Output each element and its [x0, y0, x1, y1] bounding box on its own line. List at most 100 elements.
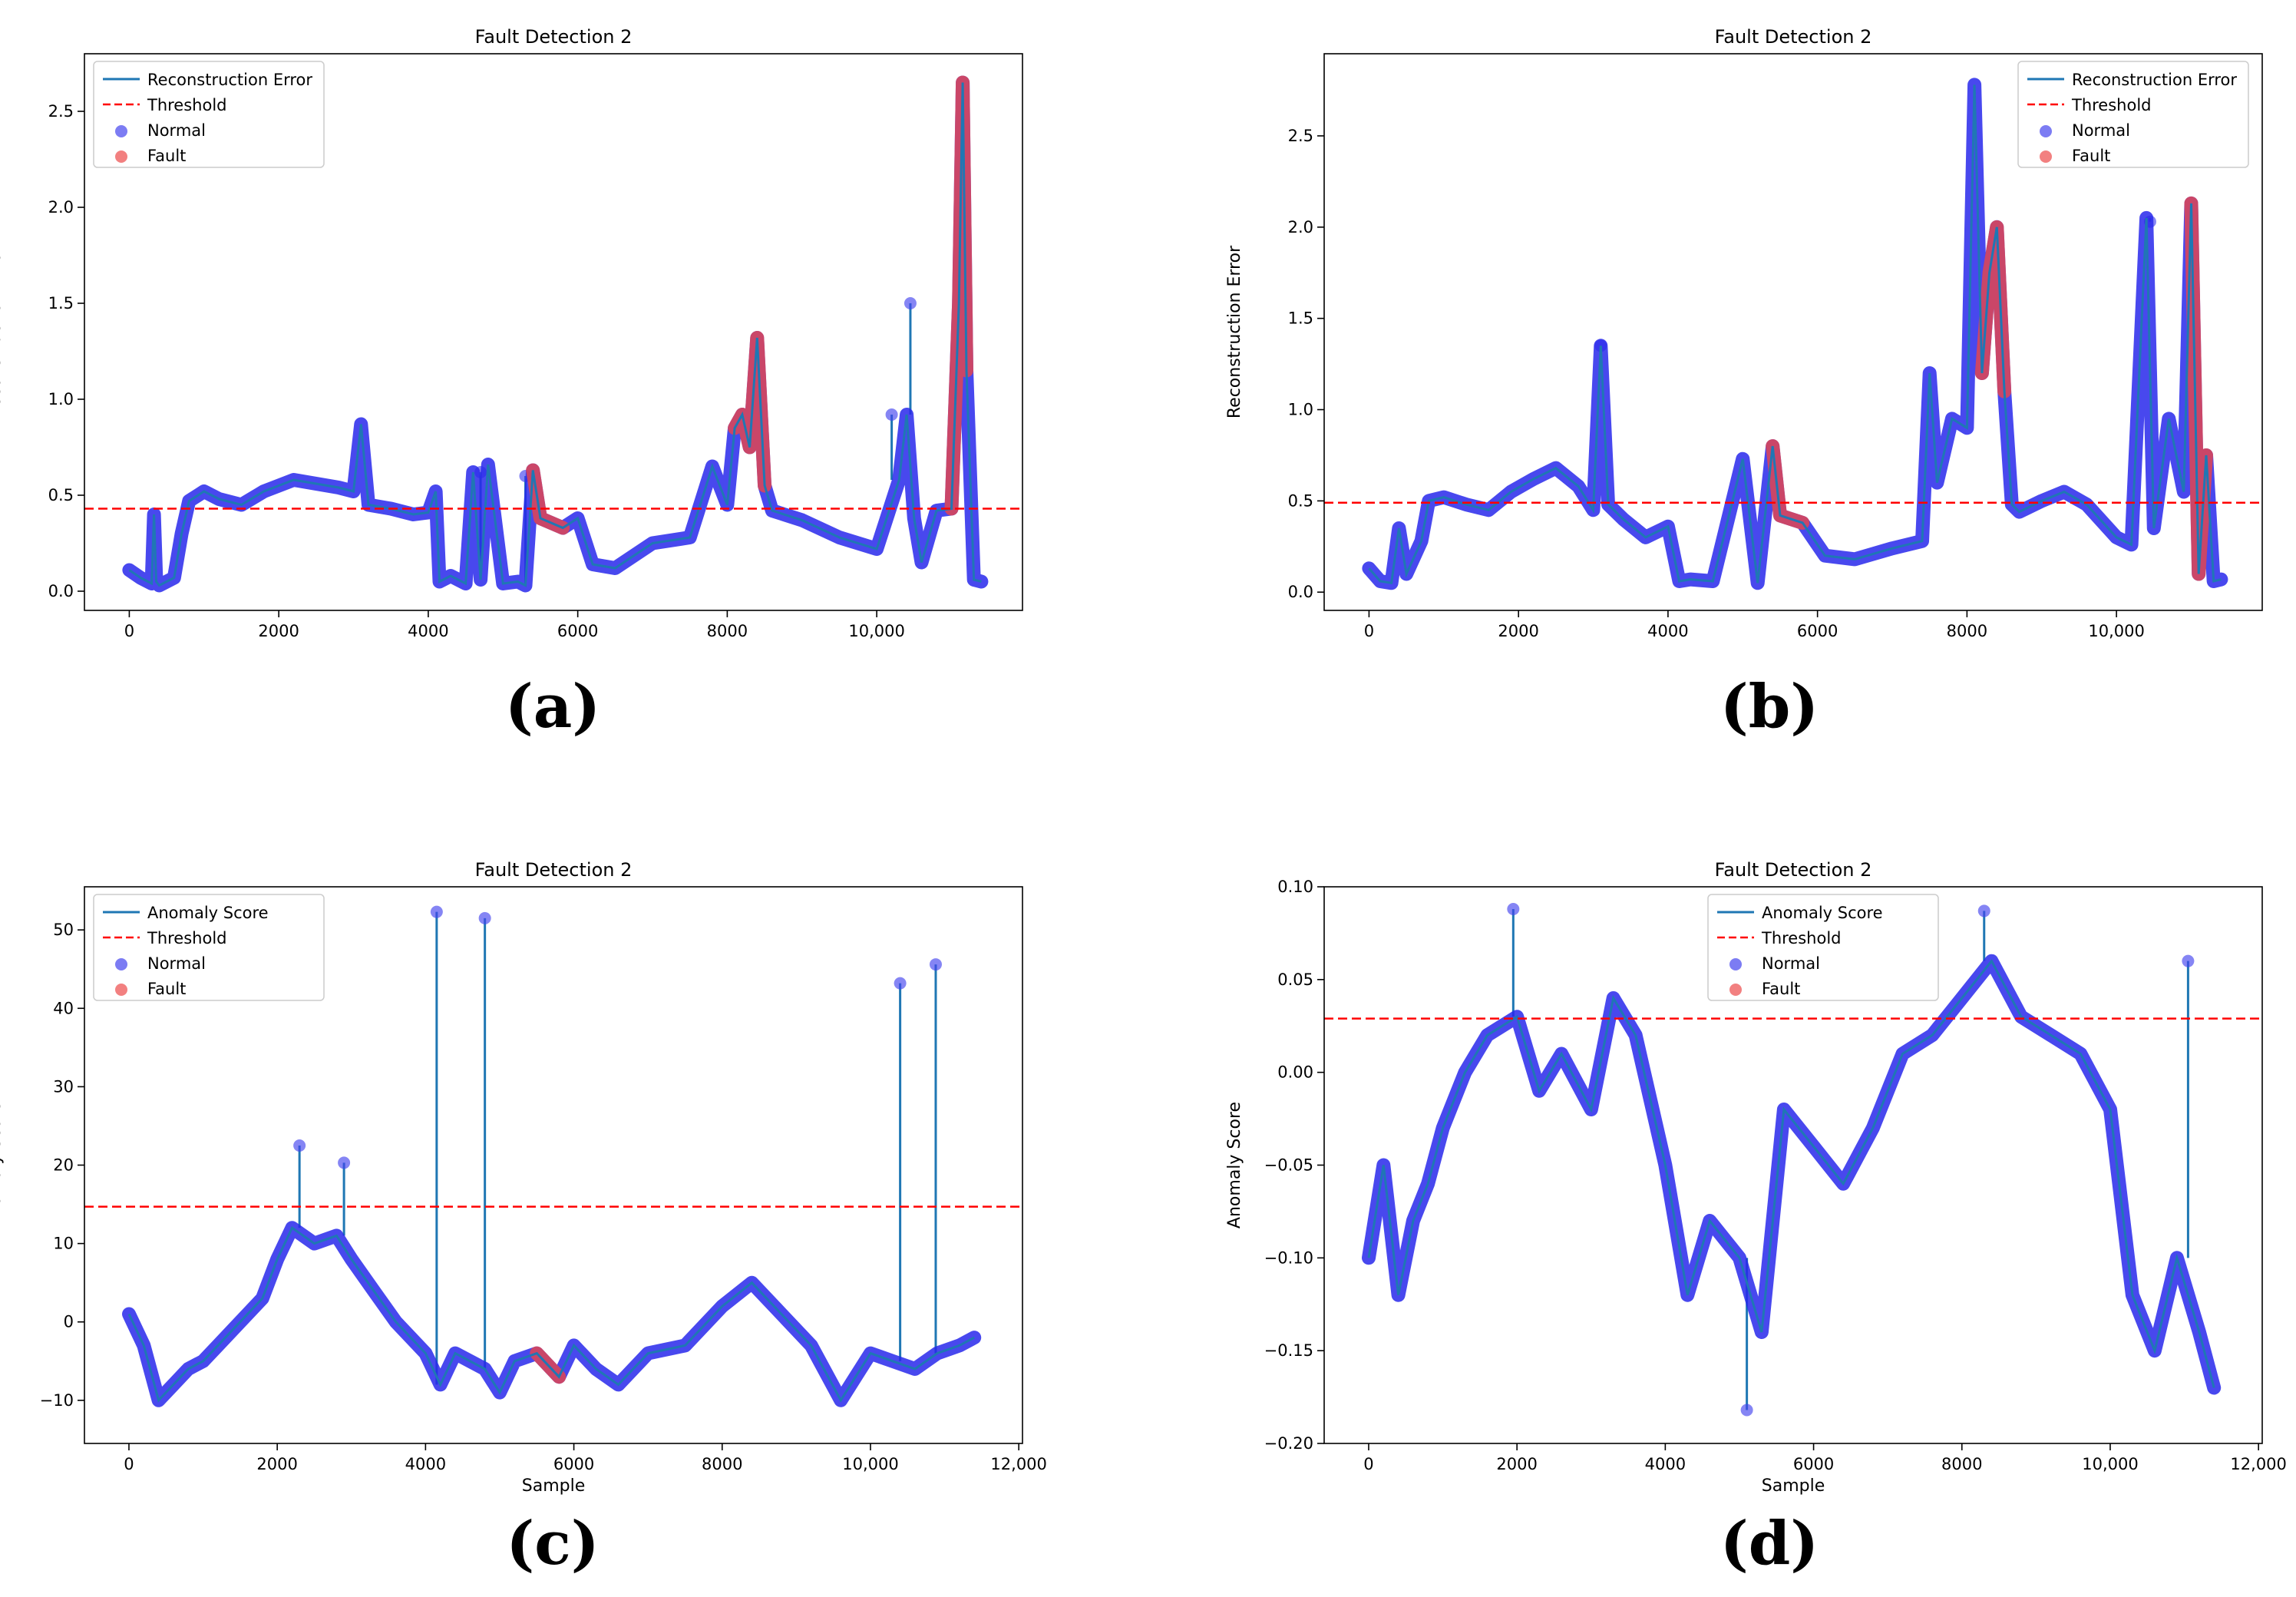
- legend-box: [2017, 61, 2249, 168]
- spike-point: [1977, 904, 1990, 918]
- x-tick-label: 6000: [557, 622, 598, 640]
- series-line: [1368, 84, 2222, 585]
- legend-normal-glyph: [2040, 125, 2052, 137]
- legend-fault-glyph: [115, 150, 127, 163]
- x-tick-label: 2000: [256, 1455, 297, 1473]
- legend-label: Threshold: [147, 96, 227, 114]
- y-tick-label: 1.5: [1288, 309, 1313, 328]
- y-tick-label: 2.5: [48, 102, 74, 121]
- legend-label: Threshold: [147, 929, 227, 947]
- x-tick-label: 10,000: [2088, 622, 2144, 640]
- series-line: [127, 1225, 975, 1403]
- chart-title: Fault Detection 2: [475, 859, 633, 881]
- spike-point: [478, 911, 491, 924]
- x-tick-label: 8000: [702, 1455, 742, 1473]
- y-tick-label: 0.00: [1277, 1063, 1313, 1082]
- subfigure-label-c: (c): [506, 1509, 600, 1579]
- x-tick-label: 10,000: [2082, 1455, 2138, 1473]
- legend-normal-glyph: [115, 958, 127, 970]
- x-tick-label: 2000: [1496, 1455, 1537, 1473]
- y-tick-label: −0.15: [1264, 1341, 1313, 1360]
- x-tick-label: 2000: [1498, 622, 1538, 640]
- y-tick-label: 10: [53, 1235, 74, 1253]
- y-tick-label: 20: [53, 1156, 74, 1175]
- y-axis-label: Reconstruction Error: [0, 245, 5, 418]
- chart-a: Fault Detection 2 0 2000 4000 6000 8000 10,000…: [0, 26, 1023, 640]
- spike-point: [293, 1139, 306, 1152]
- x-tick-label: 6000: [553, 1455, 594, 1473]
- legend: Anomaly Score Threshold Normal Fault: [93, 894, 325, 1001]
- y-tick-label: −10: [40, 1391, 74, 1410]
- legend-fault-glyph: [115, 984, 127, 996]
- x-tick-label: 8000: [1947, 622, 1987, 640]
- x-tick-label: 0: [124, 622, 134, 640]
- axes-frame: [1323, 53, 2263, 611]
- y-tick-label: 0.05: [1277, 970, 1313, 989]
- series-line: [1367, 958, 2215, 1388]
- y-tick-label: −0.10: [1264, 1248, 1313, 1267]
- y-tick-label: 0.0: [48, 582, 74, 600]
- legend-label: Anomaly Score: [147, 904, 269, 922]
- legend-box: [93, 61, 325, 168]
- legend-label: Fault: [147, 147, 186, 165]
- y-axis-label: Reconstruction Error: [1225, 245, 1244, 418]
- legend-fault-glyph: [1729, 984, 1742, 996]
- y-tick-label: 1.0: [1288, 401, 1313, 419]
- y-tick-label: 2.0: [1288, 218, 1313, 236]
- normal-points-band: [1362, 954, 2222, 1395]
- legend-label: Threshold: [2071, 96, 2152, 114]
- legend-label: Reconstruction Error: [147, 71, 312, 89]
- chart-title: Fault Detection 2: [475, 26, 633, 48]
- spike-point: [338, 1156, 351, 1169]
- legend-label: Normal: [1762, 954, 1820, 973]
- legend-label: Anomaly Score: [1762, 904, 1883, 922]
- legend-label: Reconstruction Error: [2072, 71, 2237, 89]
- legend-normal-glyph: [115, 125, 127, 137]
- y-tick-label: 0: [64, 1313, 74, 1331]
- x-tick-label: 0: [1364, 622, 1374, 640]
- axes-frame: [84, 53, 1023, 611]
- spike-point: [2182, 954, 2195, 967]
- y-tick-label: 2.5: [1288, 127, 1313, 145]
- legend-label: Fault: [2072, 147, 2110, 165]
- x-tick-label: 4000: [1645, 1455, 1686, 1473]
- legend: Reconstruction Error Threshold Normal Fault: [93, 61, 325, 168]
- x-tick-label: 0: [124, 1455, 134, 1473]
- x-tick-label: 0: [1363, 1455, 1373, 1473]
- x-tick-label: 12,000: [2230, 1455, 2286, 1473]
- y-tick-label: 0.0: [1288, 583, 1313, 601]
- y-axis-label: Anomaly Score: [0, 1102, 5, 1228]
- legend-label: Fault: [1762, 980, 1800, 998]
- plot-area: [122, 75, 989, 593]
- y-tick-label: 0.10: [1277, 878, 1313, 896]
- x-tick-label: 12,000: [990, 1455, 1046, 1473]
- subfigure-label-a: (a): [504, 672, 601, 742]
- plot-area: [1362, 78, 2228, 590]
- subfigure-label-d: (d): [1720, 1509, 1819, 1579]
- legend-normal-glyph: [1729, 958, 1742, 970]
- legend: Anomaly Score Threshold Normal Fault: [1707, 894, 1939, 1001]
- y-tick-label: 1.0: [48, 390, 74, 408]
- x-tick-label: 8000: [1941, 1455, 1982, 1473]
- x-tick-label: 6000: [1793, 1455, 1834, 1473]
- x-tick-label: 4000: [1647, 622, 1688, 640]
- y-tick-label: −0.20: [1264, 1434, 1313, 1453]
- plot-area: [122, 905, 982, 1407]
- spike-point: [1507, 903, 1520, 915]
- y-tick-label: −0.05: [1264, 1156, 1313, 1175]
- chart-title: Fault Detection 2: [1715, 26, 1872, 48]
- x-tick-label: 6000: [1797, 622, 1838, 640]
- y-tick-label: 0.5: [48, 486, 74, 504]
- legend-box: [1707, 894, 1939, 1001]
- x-tick-label: 4000: [408, 622, 448, 640]
- x-tick-label: 8000: [707, 622, 748, 640]
- y-tick-label: 50: [53, 921, 74, 939]
- legend-label: Normal: [2072, 121, 2130, 140]
- x-axis-label: Sample: [522, 1476, 586, 1496]
- x-tick-label: 4000: [405, 1455, 446, 1473]
- chart-title: Fault Detection 2: [1715, 859, 1872, 881]
- y-axis-label: Anomaly Score: [1225, 1102, 1244, 1228]
- spike-point: [929, 958, 942, 971]
- spike-point: [430, 905, 443, 918]
- chart-c: Fault Detection 2 0 2000 4000 6000 8000 10,000…: [0, 859, 1047, 1496]
